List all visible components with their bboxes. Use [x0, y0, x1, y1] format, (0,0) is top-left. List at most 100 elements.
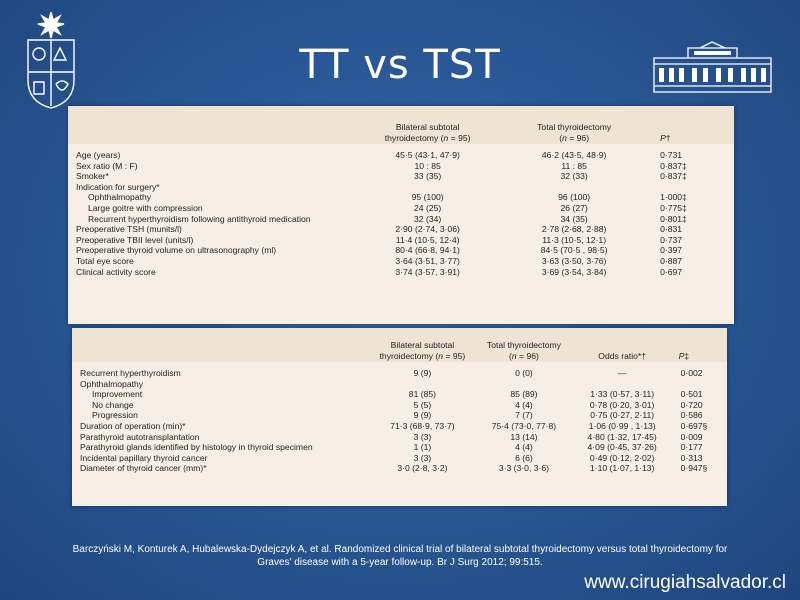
- table-row: Ophthalmopathy 95 (100) 96 (100) 1·000‡: [68, 192, 734, 203]
- p-value: 0·720: [680, 399, 703, 410]
- tt-value: 2·78 (2·68, 2·88): [541, 224, 607, 235]
- p-value: 0·837‡: [660, 171, 687, 182]
- hospital-building-logo: [653, 41, 772, 93]
- table-row: Preoperative TSH (munits/l) 2·90 (2·74, 3…: [68, 224, 734, 235]
- tst-value: 5 (5): [413, 399, 432, 410]
- tst-value: [361, 182, 494, 193]
- row-label: Preoperative TBII level (units/l): [76, 234, 194, 245]
- table-row: Preoperative TBII level (units/l) 11·4 (1…: [68, 235, 734, 246]
- table-row: Recurrent hyperthyroidism 9 (9) 0 (0) — 0·00…: [72, 368, 727, 379]
- baseline-characteristics-table-panel: Bilateral subtotal thyroidectomy (n = 95)…: [68, 106, 734, 324]
- row-label: Age (years): [76, 150, 121, 160]
- table-row: Preoperative thyroid volume on ultrasono…: [68, 245, 734, 256]
- p-value: 0·837‡: [660, 160, 687, 171]
- outcomes-table: Bilateral subtotal thyroidectomy (n = 95)…: [72, 328, 727, 474]
- table1-header-tst: Bilateral subtotal thyroidectomy (n = 95): [384, 122, 471, 143]
- odds-ratio-value: 4·09 (0·45, 37·26): [587, 442, 657, 453]
- citation-text: Barczyński M, Konturek A, Hubalewska-Dyd…: [72, 544, 728, 568]
- odds-ratio-value: 1·33 (0·57, 3·11): [590, 389, 655, 400]
- p-value: 0·177: [680, 442, 703, 453]
- p-value: 0·775‡: [660, 202, 687, 213]
- row-label: Improvement: [92, 389, 143, 400]
- table-row: No change 5 (5) 4 (4) 0·78 (0·20, 3·01) 0·72…: [72, 400, 727, 411]
- university-crest-logo: [27, 11, 75, 109]
- tst-value: 81 (85): [408, 389, 437, 400]
- p-value: 0·501: [680, 389, 703, 400]
- p-value: 0·737: [660, 234, 683, 245]
- tt-value: 32 (33): [560, 171, 588, 182]
- row-label: Smoker*: [76, 171, 109, 182]
- slide-title: TT vs TST: [299, 42, 501, 88]
- baseline-characteristics-table: Bilateral subtotal thyroidectomy (n = 95)…: [68, 106, 734, 277]
- odds-ratio-value: 0·78 (0·20, 3·01): [589, 399, 655, 410]
- p-value: 0·887: [660, 255, 683, 266]
- tt-value: 4 (4): [515, 442, 533, 453]
- p-value: 0·313: [680, 452, 703, 463]
- tt-value: 84·5 (70·5 , 98·5): [540, 245, 608, 256]
- row-label: Progression: [92, 410, 138, 421]
- p-value: [675, 379, 727, 390]
- table2-header-tt: Total thyroidectomy (n = 96): [486, 340, 561, 361]
- tt-value: 46·2 (43·5, 48·9): [541, 150, 607, 160]
- tst-value: 3·64 (3·51, 3·77): [395, 255, 460, 266]
- tt-value: 26 (27): [560, 202, 588, 213]
- odds-ratio-value: 1·10 (1·07, 1·13): [589, 463, 655, 474]
- tst-value: [367, 379, 478, 390]
- tt-value: 85 (89): [510, 389, 538, 400]
- tt-value: [494, 182, 654, 193]
- tst-value: 2·90 (2·74, 3·06): [395, 224, 460, 235]
- table2-header-p: P‡: [678, 351, 690, 361]
- outcomes-table-panel: Bilateral subtotal thyroidectomy (n = 95)…: [72, 328, 727, 506]
- table-row: Improvement 81 (85) 85 (89) 1·33 (0·57, 3·1…: [72, 389, 727, 400]
- table2-header-row: Bilateral subtotal thyroidectomy (n = 95)…: [72, 328, 727, 362]
- p-value: 0·697§: [680, 420, 708, 431]
- tt-value: 13 (14): [510, 431, 538, 442]
- table-row: Large goitre with compression 24 (25) 26 (…: [68, 203, 734, 214]
- row-label: Recurrent hyperthyroidism: [80, 368, 181, 378]
- table-row: Incidental papillary thyroid cancer 3 (3)…: [72, 453, 727, 464]
- tst-value: 3·0 (2·8, 3·2): [397, 463, 448, 474]
- row-label: Preoperative thyroid volume on ultrasono…: [76, 245, 277, 256]
- table-row: Progression 9 (9) 7 (7) 0·75 (0·27, 2·11) 0·…: [72, 410, 727, 421]
- tst-value: 9 (9): [413, 368, 432, 378]
- table1-header-row: Bilateral subtotal thyroidectomy (n = 95)…: [68, 106, 734, 144]
- tst-value: 3 (3): [413, 431, 432, 442]
- row-label: Ophthalmopathy: [80, 378, 144, 389]
- table-row: Parathyroid glands identified by histolo…: [72, 442, 727, 453]
- table2-header-tst: Bilateral subtotal thyroidectomy (n = 95): [379, 340, 466, 361]
- odds-ratio-value: 0·49 (0·12, 2·02): [589, 452, 655, 463]
- p-value: 0·801‡: [660, 213, 687, 224]
- tst-value: 80·4 (66·8, 94·1): [395, 245, 460, 256]
- tst-value: 3 (3): [413, 452, 432, 463]
- p-value: 0·697: [660, 266, 683, 277]
- table-row: Sex ratio (M : F) 10 : 85 11 : 85 0·837‡: [68, 161, 734, 172]
- row-label: Sex ratio (M : F): [76, 160, 138, 171]
- tst-value: 9 (9): [413, 410, 432, 421]
- odds-ratio-value: —: [617, 368, 627, 378]
- row-label: Duration of operation (min)*: [80, 420, 186, 431]
- p-value: 0·731: [660, 150, 683, 160]
- p-value: 0·947§: [680, 463, 708, 474]
- tt-value: 6 (6): [515, 452, 533, 463]
- table-row: Clinical activity score 3·74 (3·57, 3·91)…: [68, 267, 734, 278]
- p-value: [654, 182, 734, 193]
- tt-value: 0 (0): [515, 368, 533, 378]
- row-label: Preoperative TSH (munits/l): [76, 224, 182, 235]
- table-row: Diameter of thyroid cancer (mm)* 3·0 (2·8…: [72, 463, 727, 474]
- tst-value: 71·3 (68·9, 73·7): [390, 420, 455, 431]
- tt-value: 4 (4): [515, 399, 533, 410]
- tt-value: 96 (100): [558, 192, 591, 203]
- tt-value: 7 (7): [515, 410, 533, 421]
- tst-value: 11·4 (10·5, 12·4): [395, 234, 460, 245]
- tt-value: 3·3 (3·0, 3·6): [498, 463, 550, 474]
- row-label: Indication for surgery*: [76, 181, 160, 192]
- p-value: 1·000‡: [660, 192, 687, 203]
- odds-ratio-value: 0·75 (0·27, 2·11): [590, 410, 655, 421]
- table1-header-p: P†: [660, 133, 671, 143]
- p-value: 0·831: [660, 224, 683, 235]
- table-row: Parathyroid autotransplantation 3 (3) 13 (…: [72, 432, 727, 443]
- p-value: 0·586: [680, 410, 703, 421]
- tst-value: 45·5 (43·1, 47·9): [395, 150, 460, 160]
- tt-value: 75·4 (73·0, 77·8): [491, 420, 557, 431]
- tt-value: 3·63 (3·50, 3·76): [541, 255, 607, 266]
